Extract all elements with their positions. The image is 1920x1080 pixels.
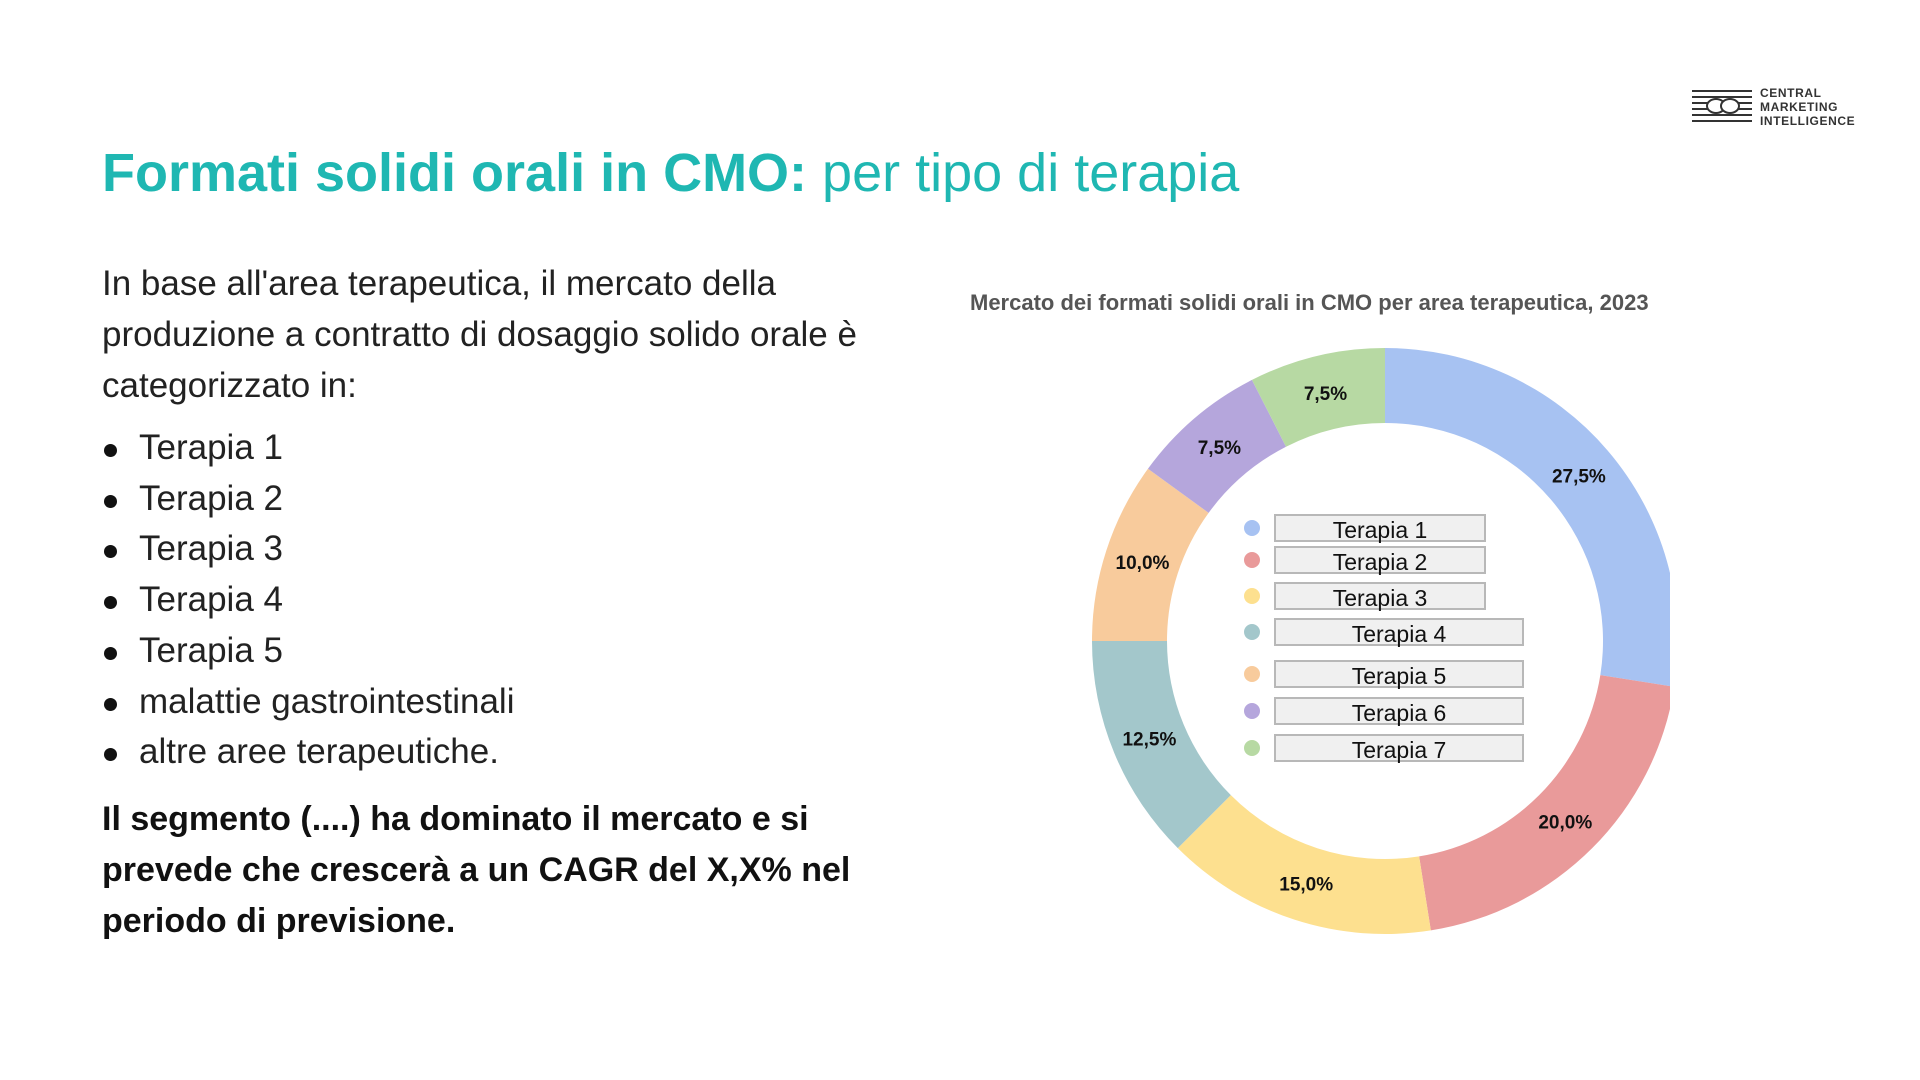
slice-data-label: 10,0%: [1116, 553, 1170, 574]
page-title: Formati solidi orali in CMO: per tipo di…: [102, 140, 1239, 206]
brand-line: INTELLIGENCE: [1760, 114, 1856, 128]
legend-swatch-icon: [1244, 624, 1260, 640]
list-item: Terapia 2: [102, 474, 514, 525]
list-item-label: malattie gastrointestinali: [139, 681, 515, 721]
legend-swatch-icon: [1244, 666, 1260, 682]
brand-line: MARKETING: [1760, 100, 1839, 114]
list-item: Terapia 1: [102, 423, 514, 474]
bullet-icon: [104, 748, 117, 762]
page-title-light: per tipo di terapia: [807, 143, 1240, 203]
legend-swatch-icon: [1244, 520, 1260, 536]
donut-slice: [1147, 379, 1287, 513]
slice-data-label: 12,5%: [1122, 730, 1176, 751]
legend-item: Terapia 5: [1242, 658, 1524, 690]
brand-name: CENTRAL MARKETING INTELLIGENCE: [1760, 86, 1855, 128]
list-item: altre aree terapeutiche.: [102, 727, 514, 778]
conclusion-text: Il segmento (....) ha dominato il mercat…: [102, 800, 851, 940]
list-item: Terapia 3: [102, 524, 514, 575]
legend-swatch-icon: [1244, 588, 1260, 604]
donut-slice: [1251, 348, 1385, 447]
list-item-label: altre aree terapeutiche.: [139, 732, 499, 772]
legend-item: Terapia 6: [1242, 695, 1524, 727]
legend-item: Terapia 7: [1242, 732, 1524, 764]
list-item: Terapia 4: [102, 575, 514, 626]
slice-data-label: 15,0%: [1279, 875, 1333, 896]
bullet-icon: [104, 646, 117, 660]
list-item: Terapia 5: [102, 626, 514, 677]
legend-label: Terapia 1: [1274, 514, 1486, 543]
legend-label: Terapia 2: [1274, 546, 1486, 575]
donut-slice: [1092, 468, 1209, 641]
donut-slice: [1177, 795, 1431, 934]
legend-label: Terapia 3: [1274, 582, 1486, 611]
legend-label: Terapia 6: [1274, 697, 1524, 726]
therapy-list: Terapia 1 Terapia 2 Terapia 3 Terapia 4 …: [102, 423, 514, 778]
list-item-label: Terapia 4: [139, 580, 283, 620]
legend-item: Terapia 2: [1242, 544, 1486, 576]
bullet-icon: [104, 444, 117, 457]
bullet-icon: [104, 494, 117, 508]
slice-data-label: 20,0%: [1538, 812, 1592, 833]
legend-label: Terapia 4: [1274, 618, 1524, 647]
legend-item: Terapia 3: [1242, 580, 1486, 612]
donut-slice: [1385, 348, 1670, 687]
donut-slice: [1092, 641, 1231, 849]
donut-chart: 27,5% 20,0% 15,0% 12,5% 10,0% 7,5% 7,5%: [1092, 348, 1670, 934]
eye-logo-icon: [1692, 90, 1752, 122]
list-item-label: Terapia 2: [139, 478, 283, 518]
chart-legend: Terapia 1 Terapia 2 Terapia 3 Terapia 4 Tera…: [1242, 508, 1542, 770]
bullet-icon: [104, 596, 117, 610]
bullet-icon: [104, 697, 117, 711]
slice-data-label: 27,5%: [1552, 466, 1606, 487]
legend-swatch-icon: [1244, 703, 1260, 719]
legend-label: Terapia 7: [1274, 734, 1524, 763]
list-item-label: Terapia 1: [139, 428, 283, 467]
legend-label: Terapia 5: [1274, 660, 1524, 689]
intro-text: In base all'area terapeutica, il mercato…: [102, 264, 857, 405]
chart-title: Mercato dei formati solidi orali in CMO …: [970, 290, 1649, 315]
legend-swatch-icon: [1244, 740, 1260, 756]
slice-data-label: 7,5%: [1304, 384, 1347, 405]
list-item: malattie gastrointestinali: [102, 677, 514, 728]
legend-swatch-icon: [1244, 552, 1260, 568]
bullet-icon: [104, 545, 117, 559]
legend-item: Terapia 4: [1242, 616, 1524, 648]
legend-item: Terapia 1: [1242, 512, 1486, 544]
list-item-label: Terapia 5: [139, 630, 283, 670]
donut-slice: [1419, 675, 1670, 931]
page-title-strong: Formati solidi orali in CMO:: [102, 143, 808, 203]
list-item-label: Terapia 3: [139, 529, 283, 569]
brand-line: CENTRAL: [1760, 86, 1822, 100]
slice-data-label: 7,5%: [1198, 438, 1241, 459]
brand-logo: CENTRAL MARKETING INTELLIGENCE: [1690, 86, 1855, 128]
